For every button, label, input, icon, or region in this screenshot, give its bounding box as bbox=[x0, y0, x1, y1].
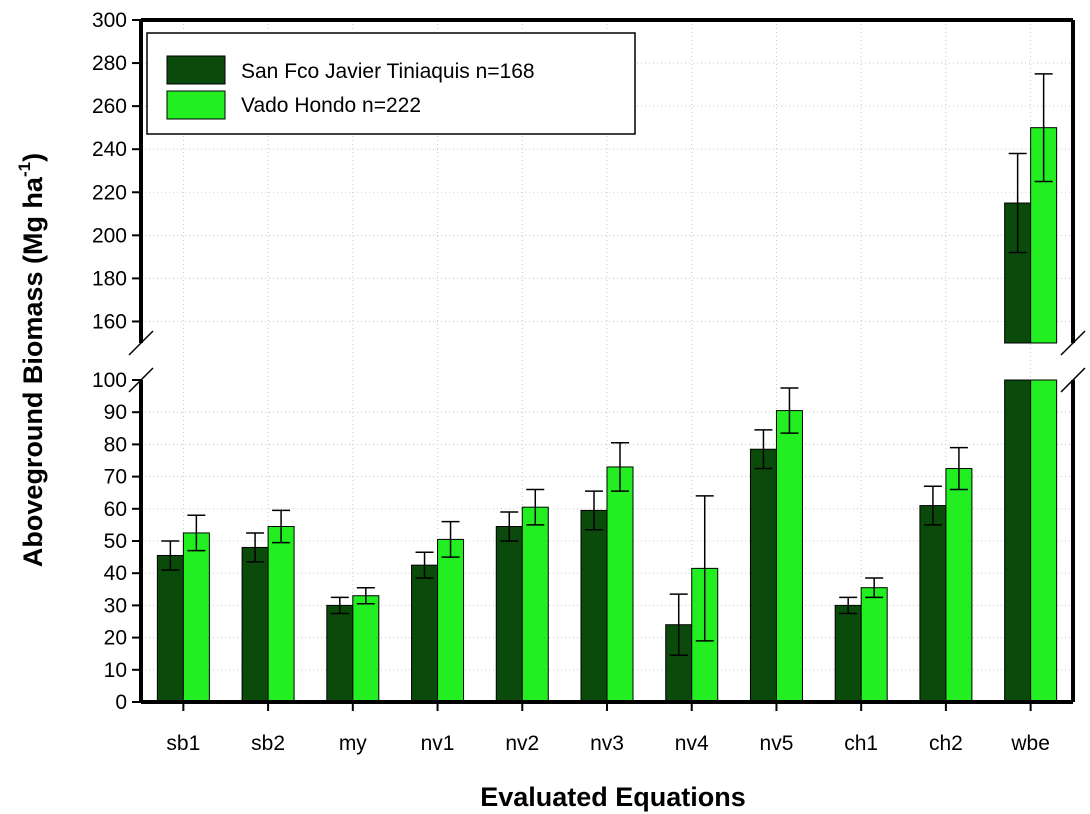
legend-label-san-fco: San Fco Javier Tiniaquis n=168 bbox=[241, 60, 535, 83]
bar bbox=[750, 449, 776, 702]
legend: San Fco Javier Tiniaquis n=168 Vado Hond… bbox=[147, 33, 635, 134]
y-tick-label: 80 bbox=[104, 433, 127, 456]
y-tick-label: 70 bbox=[104, 466, 127, 489]
y-tick-label: 40 bbox=[104, 562, 127, 585]
bar bbox=[438, 539, 464, 702]
y-tick-label: 0 bbox=[115, 691, 127, 714]
y-tick-label: 220 bbox=[92, 181, 127, 204]
bar bbox=[861, 588, 887, 702]
y-tick-label: 10 bbox=[104, 659, 127, 682]
x-axis-title: Evaluated Equations bbox=[480, 782, 746, 812]
bar bbox=[412, 565, 438, 702]
y-tick-label: 20 bbox=[104, 627, 127, 650]
y-axis-title-sup: -1 bbox=[15, 162, 34, 177]
bar bbox=[607, 467, 633, 702]
x-tick-label: nv5 bbox=[760, 732, 794, 755]
y-axis-title: Aboveground Biomass (Mg ha-1) bbox=[15, 153, 48, 567]
bar bbox=[835, 605, 861, 702]
y-tick-label: 160 bbox=[92, 310, 127, 333]
bar bbox=[776, 411, 802, 702]
x-tick-label: ch1 bbox=[844, 732, 878, 755]
bar bbox=[268, 527, 294, 702]
bar bbox=[946, 469, 972, 702]
bar bbox=[242, 547, 268, 702]
x-tick-label: my bbox=[339, 732, 367, 755]
x-tick-label: nv4 bbox=[675, 732, 709, 755]
bar bbox=[353, 596, 379, 702]
y-tick-label: 30 bbox=[104, 594, 127, 617]
legend-swatch-san-fco bbox=[167, 56, 225, 84]
bar bbox=[581, 510, 607, 702]
y-tick-label: 50 bbox=[104, 530, 127, 553]
y-axis-title-main: Aboveground Biomass (Mg ha bbox=[18, 176, 48, 567]
bar bbox=[157, 555, 183, 702]
legend-swatch-vado-hondo bbox=[167, 91, 225, 119]
y-tick-label: 100 bbox=[92, 369, 127, 392]
y-tick-label: 200 bbox=[92, 224, 127, 247]
y-tick-label: 240 bbox=[92, 138, 127, 161]
legend-label-vado-hondo: Vado Hondo n=222 bbox=[241, 94, 421, 117]
bar bbox=[1005, 380, 1031, 702]
bar bbox=[522, 507, 548, 702]
bar bbox=[327, 605, 353, 702]
y-tick-label: 300 bbox=[92, 9, 127, 32]
x-tick-label: ch2 bbox=[929, 732, 963, 755]
x-tick-label: sb1 bbox=[166, 732, 200, 755]
x-tick-label: nv2 bbox=[505, 732, 539, 755]
y-axis-title-close: ) bbox=[18, 153, 48, 162]
x-tick-label: nv1 bbox=[421, 732, 455, 755]
x-tick-label: wbe bbox=[1010, 732, 1050, 755]
bar bbox=[183, 533, 209, 702]
bar bbox=[1031, 380, 1057, 702]
y-tick-label: 180 bbox=[92, 267, 127, 290]
x-tick-label: nv3 bbox=[590, 732, 624, 755]
y-tick-label: 90 bbox=[104, 401, 127, 424]
y-tick-label: 60 bbox=[104, 498, 127, 521]
bar bbox=[496, 527, 522, 702]
x-tick-label: sb2 bbox=[251, 732, 285, 755]
y-tick-label: 260 bbox=[92, 95, 127, 118]
bar bbox=[920, 506, 946, 702]
y-tick-label: 280 bbox=[92, 52, 127, 75]
